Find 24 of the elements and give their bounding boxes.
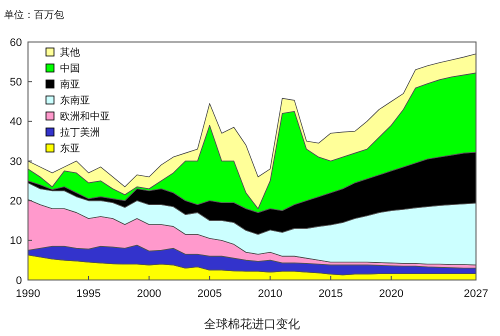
y-tick-label: 30 xyxy=(10,156,22,168)
y-tick-label: 60 xyxy=(10,36,22,49)
y-axis-title: 单位：百万包 xyxy=(4,9,64,21)
y-tick-label: 50 xyxy=(10,76,22,89)
legend-label: 拉丁美洲 xyxy=(60,126,100,138)
legend-label: 南亚 xyxy=(60,78,80,90)
y-tick-label: 0 xyxy=(16,274,22,287)
x-tick-label: 1990 xyxy=(16,288,40,300)
y-tick-label: 20 xyxy=(10,196,22,208)
y-tick-label: 40 xyxy=(10,116,22,128)
x-axis-title: 全球棉花进口变化 xyxy=(204,317,300,331)
legend-label: 东亚 xyxy=(60,142,80,154)
x-tick-label: 2027 xyxy=(464,288,488,300)
x-tick-label: 2010 xyxy=(258,288,282,300)
x-tick-label: 2005 xyxy=(197,288,222,300)
legend-label: 欧洲和中亚 xyxy=(60,110,110,122)
legend-label: 其他 xyxy=(60,46,80,58)
x-tick-label: 2000 xyxy=(136,288,162,300)
legend-label: 东南亚 xyxy=(60,94,90,106)
x-tick-label: 1995 xyxy=(76,288,101,300)
x-tick-label: 2015 xyxy=(318,288,343,300)
y-tick-label: 10 xyxy=(10,235,22,248)
x-tick-label: 2020 xyxy=(379,288,404,300)
legend-label: 中国 xyxy=(60,62,80,74)
